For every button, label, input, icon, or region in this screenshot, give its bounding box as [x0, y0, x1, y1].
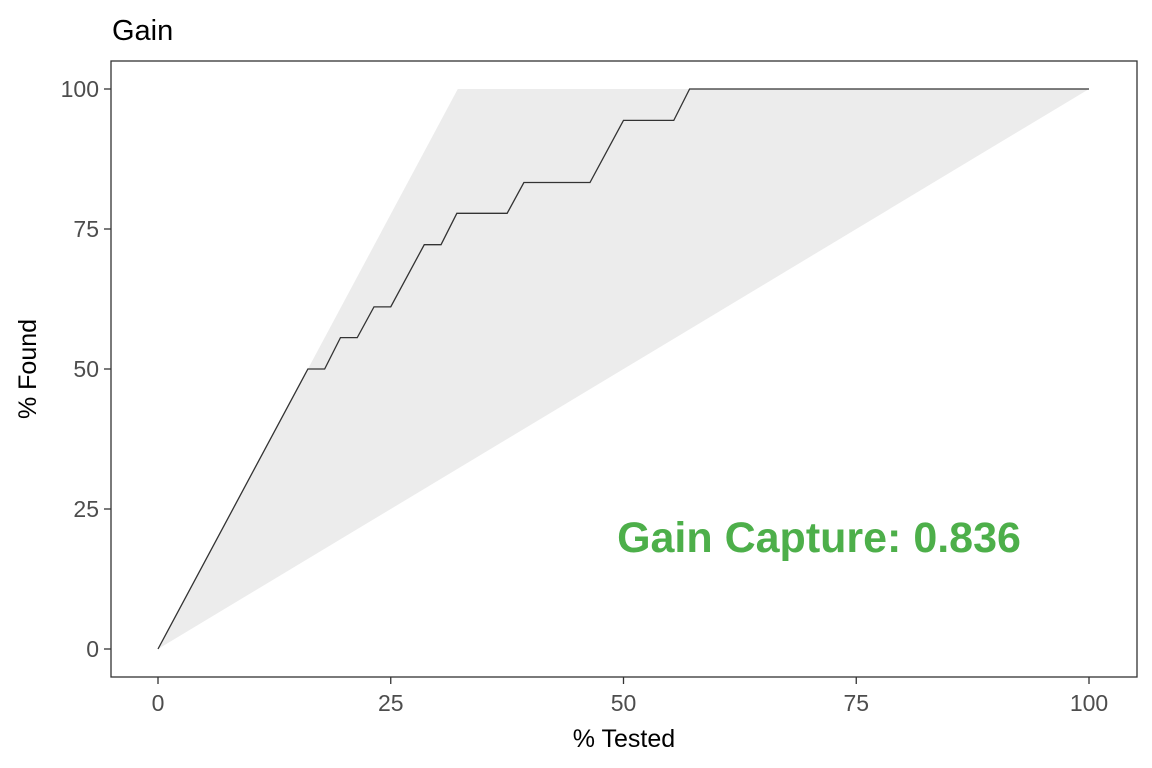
x-axis-title: % Tested	[573, 725, 675, 753]
plot-panel: Gain Capture: 0.836	[110, 60, 1138, 678]
x-tick-label: 0	[152, 690, 165, 716]
y-axis: 0 25 50 75 100	[61, 76, 111, 662]
x-axis: 0 25 50 75 100	[152, 677, 1108, 716]
y-tick-label: 25	[73, 496, 99, 522]
y-tick-label: 50	[73, 356, 99, 382]
y-tick-label: 0	[86, 636, 99, 662]
shaded-region	[158, 89, 1089, 649]
x-tick-label: 50	[611, 690, 637, 716]
chart-title: Gain	[112, 15, 173, 47]
y-tick-label: 75	[73, 216, 99, 242]
gain-capture-annotation: Gain Capture: 0.836	[617, 514, 1021, 562]
x-tick-label: 100	[1070, 690, 1108, 716]
y-tick-label: 100	[61, 76, 99, 102]
gain-line	[157, 88, 1089, 650]
y-axis-title: % Found	[14, 319, 42, 419]
x-tick-label: 25	[378, 690, 404, 716]
x-tick-label: 75	[843, 690, 869, 716]
